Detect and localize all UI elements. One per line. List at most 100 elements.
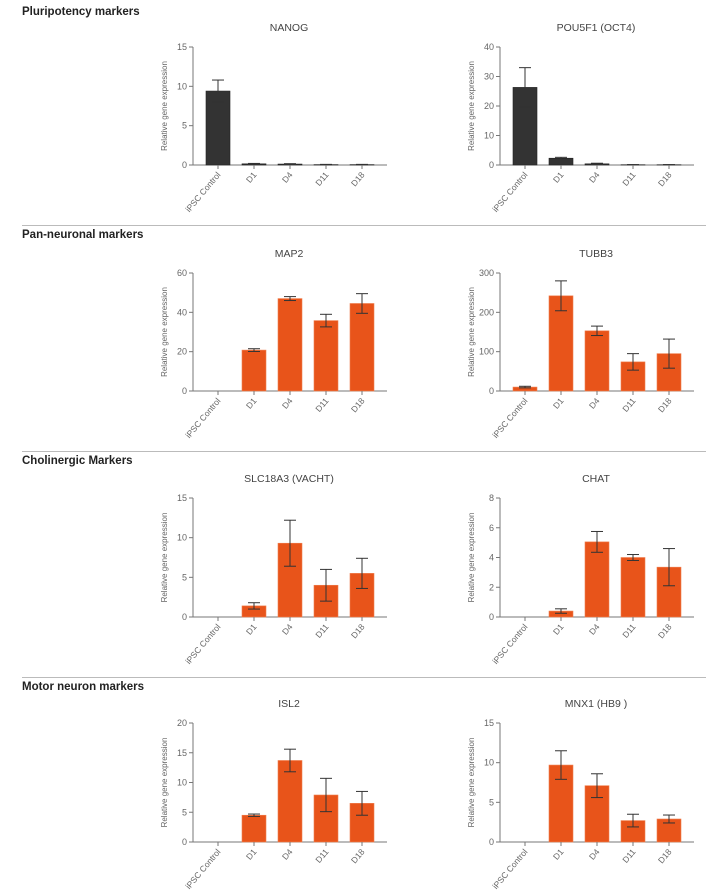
bar xyxy=(241,814,267,843)
y-axis-label: Relative gene expression xyxy=(467,61,476,151)
y-tick-label: 10 xyxy=(484,131,494,141)
x-tick-label: D18 xyxy=(349,847,367,866)
y-tick-label: 15 xyxy=(177,493,187,503)
y-tick-label: 15 xyxy=(177,42,187,52)
chart-pou5f1-oct4-: POU5F1 (OCT4) Relative gene expression 0 10… xyxy=(467,22,694,214)
x-tick-label: D18 xyxy=(349,170,367,189)
x-tick-label: D4 xyxy=(587,847,602,862)
bar xyxy=(277,760,303,843)
y-tick-label: 5 xyxy=(182,121,187,131)
x-tick-label: D18 xyxy=(349,396,367,415)
x-tick-label: iPSC Control xyxy=(490,396,529,440)
y-tick-label: 60 xyxy=(177,268,187,278)
y-tick-label: 5 xyxy=(182,807,187,817)
y-tick-label: 0 xyxy=(182,160,187,170)
bar xyxy=(241,349,267,392)
y-axis-label: Relative gene expression xyxy=(160,287,169,377)
divider xyxy=(22,451,706,452)
section-title-pluripotency: Pluripotency markers xyxy=(22,6,140,18)
chart-isl2: ISL2 Relative gene expression 0 5 10 15 20 iPSC… xyxy=(160,698,387,891)
x-tick-label: D4 xyxy=(280,170,295,185)
y-tick-label: 0 xyxy=(489,612,494,622)
x-tick-label: D1 xyxy=(244,622,259,637)
bar xyxy=(277,298,303,392)
x-tick-label: D11 xyxy=(313,622,330,640)
bar xyxy=(584,541,610,618)
y-tick-label: 4 xyxy=(489,553,494,563)
y-tick-label: 0 xyxy=(182,612,187,622)
x-tick-label: D1 xyxy=(551,847,566,862)
x-tick-label: D11 xyxy=(620,622,637,640)
y-axis-label: Relative gene expression xyxy=(467,287,476,377)
x-tick-label: D11 xyxy=(620,847,637,865)
x-tick-label: iPSC Control xyxy=(183,170,222,214)
y-tick-label: 40 xyxy=(177,307,187,317)
x-tick-label: D18 xyxy=(656,622,674,641)
x-tick-label: D4 xyxy=(587,396,602,411)
chart-title: NANOG xyxy=(270,22,309,34)
y-tick-label: 5 xyxy=(489,797,494,807)
x-tick-label: iPSC Control xyxy=(183,847,222,891)
y-tick-label: 2 xyxy=(489,582,494,592)
y-axis-label: Relative gene expression xyxy=(160,513,169,603)
x-tick-label: D11 xyxy=(620,396,637,414)
chart-title: MNX1 (HB9 ) xyxy=(565,698,627,710)
x-tick-label: D1 xyxy=(551,396,566,411)
bar xyxy=(313,320,339,392)
y-tick-label: 0 xyxy=(182,386,187,396)
y-tick-label: 20 xyxy=(484,101,494,111)
x-tick-label: D1 xyxy=(244,170,259,185)
x-tick-label: iPSC Control xyxy=(490,847,529,891)
x-tick-label: D18 xyxy=(656,847,674,866)
y-tick-label: 0 xyxy=(182,837,187,847)
y-axis-label: Relative gene expression xyxy=(160,738,169,828)
x-tick-label: D4 xyxy=(587,622,602,637)
chart-map2: MAP2 Relative gene expression 0 20 40 60 iPSC … xyxy=(160,248,387,440)
divider xyxy=(22,225,706,226)
bar xyxy=(584,330,610,392)
x-tick-label: D4 xyxy=(587,170,602,185)
y-tick-label: 0 xyxy=(489,386,494,396)
y-tick-label: 100 xyxy=(479,347,494,357)
chart-tubb3: TUBB3 Relative gene expression 0 100 200 300 i… xyxy=(467,248,694,440)
x-tick-label: iPSC Control xyxy=(490,622,529,666)
section-title-cholinergic: Cholinergic Markers xyxy=(22,455,133,467)
x-tick-label: D11 xyxy=(313,396,330,414)
y-tick-label: 0 xyxy=(489,160,494,170)
y-tick-label: 15 xyxy=(177,748,187,758)
y-tick-label: 10 xyxy=(177,778,187,788)
x-tick-label: D18 xyxy=(349,622,367,641)
chart-slc18a3-vacht-: SLC18A3 (VACHT) Relative gene expression 0… xyxy=(160,473,387,666)
x-tick-label: D1 xyxy=(551,170,566,185)
x-tick-label: D18 xyxy=(656,396,674,415)
y-tick-label: 5 xyxy=(182,572,187,582)
y-tick-label: 15 xyxy=(484,718,494,728)
chart-title: POU5F1 (OCT4) xyxy=(557,22,636,34)
y-tick-label: 40 xyxy=(484,42,494,52)
x-tick-label: D4 xyxy=(280,847,295,862)
chart-chat: CHAT Relative gene expression 0 2 4 6 8 iPSC Co… xyxy=(467,473,694,666)
x-tick-label: D4 xyxy=(280,396,295,411)
y-tick-label: 300 xyxy=(479,268,494,278)
chart-title: SLC18A3 (VACHT) xyxy=(244,473,334,485)
x-tick-label: D11 xyxy=(620,170,637,188)
y-tick-label: 6 xyxy=(489,523,494,533)
x-tick-label: D18 xyxy=(656,170,674,189)
chart-nanog: NANOG Relative gene expression 0 5 10 15 iPSC … xyxy=(160,22,387,214)
divider xyxy=(22,677,706,678)
x-tick-label: D11 xyxy=(313,847,330,865)
y-tick-label: 20 xyxy=(177,718,187,728)
bar xyxy=(620,557,646,618)
chart-mnx1-hb9-: MNX1 (HB9 ) Relative gene expression 0 5 10 1… xyxy=(467,698,694,891)
y-tick-label: 10 xyxy=(484,758,494,768)
x-tick-label: D4 xyxy=(280,622,295,637)
y-tick-label: 200 xyxy=(479,307,494,317)
y-tick-label: 30 xyxy=(484,72,494,82)
y-tick-label: 10 xyxy=(177,81,187,91)
x-tick-label: iPSC Control xyxy=(183,396,222,440)
y-axis-label: Relative gene expression xyxy=(160,61,169,151)
y-tick-label: 10 xyxy=(177,533,187,543)
bar xyxy=(349,303,375,392)
y-axis-label: Relative gene expression xyxy=(467,738,476,828)
y-tick-label: 8 xyxy=(489,493,494,503)
